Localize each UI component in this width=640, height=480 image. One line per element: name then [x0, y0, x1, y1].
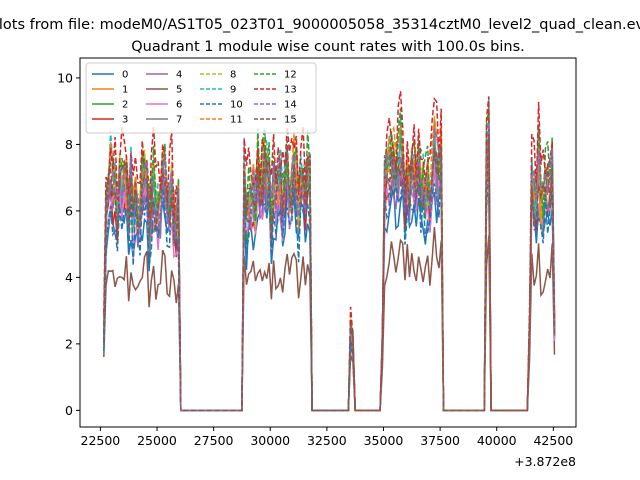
legend-label-13: 13: [284, 85, 297, 96]
series-line-15: [103, 133, 556, 412]
y-axis: 0 2 4 6 8 10: [57, 70, 80, 418]
series-line-5: [103, 227, 556, 412]
legend-label-0: 0: [122, 70, 128, 81]
legend-label-4: 4: [176, 70, 182, 81]
axes-frame: [79, 57, 577, 428]
figure-suptitle: Plots from file: modeM0/AS1T05_023T01_90…: [0, 17, 640, 33]
x-tick-label: 25000: [137, 433, 177, 448]
legend-label-11: 11: [230, 115, 243, 126]
y-tick-label: 10: [57, 70, 73, 85]
series-layer: [103, 91, 556, 412]
y-tick-label: 4: [65, 270, 73, 285]
legend-label-8: 8: [230, 70, 236, 81]
legend-label-12: 12: [284, 70, 297, 81]
legend-label-10: 10: [230, 100, 243, 111]
legend-label-2: 2: [122, 100, 128, 111]
y-tick-label: 0: [65, 403, 73, 418]
legend-label-1: 1: [122, 85, 128, 96]
legend-label-15: 15: [284, 115, 297, 126]
x-tick-label: 42500: [533, 433, 573, 448]
x-tick-label: 32500: [307, 433, 347, 448]
legend-label-9: 9: [230, 85, 236, 96]
x-tick-label: 37500: [420, 433, 460, 448]
x-tick-label: 30000: [250, 433, 290, 448]
x-tick-label: 35000: [364, 433, 404, 448]
x-tick-label: 27500: [194, 433, 234, 448]
y-tick-label: 8: [65, 137, 73, 152]
x-axis: 22500 25000 27500 30000 32500 35000 37500 40000…: [81, 427, 573, 448]
legend-label-6: 6: [176, 100, 182, 111]
chart-title: Quadrant 1 module wise count rates with …: [131, 39, 525, 55]
legend-label-14: 14: [284, 100, 297, 111]
legend-label-7: 7: [176, 115, 182, 126]
x-axis-offset-label: +3.872e8: [514, 454, 576, 469]
legend-box: [85, 62, 317, 134]
x-tick-label: 40000: [477, 433, 517, 448]
x-tick-label: 22500: [81, 433, 121, 448]
y-tick-label: 2: [65, 336, 73, 351]
legend-label-5: 5: [176, 85, 182, 96]
legend-label-3: 3: [122, 115, 128, 126]
y-tick-label: 6: [65, 203, 73, 218]
